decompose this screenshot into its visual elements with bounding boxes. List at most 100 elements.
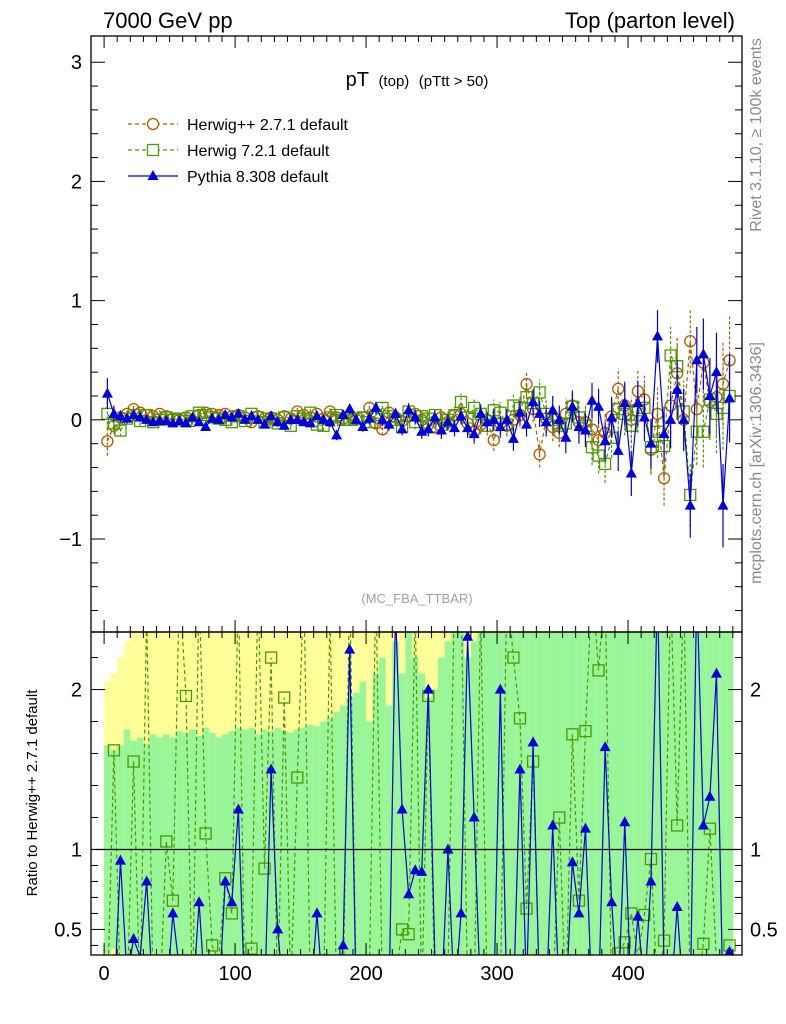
band-inner-bin: [641, 632, 649, 955]
band-inner-bin: [451, 632, 459, 955]
band-inner-bin: [601, 632, 609, 955]
ratio-point: [245, 942, 258, 955]
band-inner-bin: [261, 729, 269, 955]
data-point: [213, 413, 225, 424]
data-point: [632, 397, 644, 408]
data-point: [475, 407, 487, 418]
ratio-point: [697, 937, 710, 950]
main-series-layer: [101, 308, 736, 548]
triangle-marker-icon: [147, 170, 159, 180]
data-point: [180, 417, 192, 428]
band-inner-bin: [366, 721, 374, 955]
data-point: [114, 424, 127, 437]
ratio-point: [395, 923, 409, 936]
ratio-point: [199, 827, 212, 840]
data-point: [494, 420, 506, 431]
legend-label-pythia: Pythia 8.308 default: [187, 169, 329, 186]
legend-label-herwigpp: Herwig++ 2.7.1 default: [187, 117, 349, 134]
ratio-point: [311, 907, 323, 918]
band-inner-bin: [628, 632, 635, 955]
ratio-line-herwig7: [108, 632, 731, 955]
data-point: [422, 423, 434, 434]
ratio-tick-label-left: 1: [71, 839, 82, 861]
band-inner-bin: [392, 641, 400, 955]
data-point: [363, 412, 375, 423]
data-point: [390, 407, 402, 418]
data-point: [664, 349, 677, 362]
axis-ticks: 0 100 200 300 400 3 2 1 0 −1 2 2 1 1 0.5 0.5: [54, 36, 778, 985]
ratio-point: [514, 763, 526, 774]
band-inner-bin: [556, 632, 563, 955]
data-point: [579, 424, 591, 435]
data-point: [206, 412, 218, 423]
band-inner-bin: [280, 731, 288, 955]
band-inner-bin: [477, 632, 485, 955]
data-point: [454, 395, 468, 409]
legend-entry-pythia: Pythia 8.308 default: [128, 169, 329, 186]
data-point: [599, 435, 611, 446]
band-inner-bin: [405, 632, 413, 955]
data-point: [697, 348, 709, 359]
data-point: [521, 418, 533, 429]
data-point: [540, 416, 552, 427]
band-inner-bin: [287, 732, 295, 955]
ratio-tick-label-right: 1: [750, 839, 761, 861]
band-inner-bin: [352, 692, 360, 955]
data-point: [658, 428, 670, 439]
band-inner-bin: [248, 727, 256, 955]
band-inner-bin: [542, 632, 550, 955]
ratio-point: [513, 712, 527, 725]
data-point: [403, 404, 415, 415]
ratio-point: [402, 928, 415, 941]
band-inner-bin: [333, 711, 341, 955]
data-point: [507, 432, 519, 443]
data-point: [291, 413, 303, 424]
data-point: [324, 416, 336, 427]
data-point: [344, 403, 356, 414]
data-point: [265, 410, 277, 421]
ratio-uncertainty-band: [104, 632, 734, 955]
data-point: [252, 413, 264, 424]
band-inner-bin: [621, 632, 629, 955]
ratio-point: [179, 689, 193, 703]
ratio-point: [219, 875, 231, 886]
ratio-point: [128, 933, 140, 944]
band-inner-bin: [359, 681, 367, 955]
data-point: [520, 377, 533, 391]
band-inner-bin: [490, 632, 498, 955]
data-point: [690, 425, 703, 438]
analysis-label: (MC_FBA_TTBAR): [361, 591, 472, 606]
band-inner-bin: [497, 632, 505, 955]
data-point: [448, 422, 460, 433]
ratio-point: [520, 902, 533, 915]
data-point: [671, 384, 683, 395]
data-point: [239, 413, 251, 424]
ratio-point: [416, 865, 428, 876]
band-inner-bin: [182, 732, 190, 955]
band-inner-bin: [254, 734, 262, 955]
data-point: [376, 413, 388, 424]
band-inner-bin: [438, 657, 446, 955]
y-tick-label: 1: [71, 291, 82, 313]
data-point: [232, 407, 244, 418]
ratio-point: [619, 816, 631, 827]
data-point: [684, 499, 696, 510]
ratio-point: [409, 864, 421, 875]
x-tick-label: 0: [99, 963, 110, 985]
band-inner-bin: [647, 632, 655, 955]
data-point: [488, 413, 500, 424]
data-point: [350, 413, 362, 424]
band-inner-bin: [686, 632, 694, 955]
ratio-point: [527, 736, 539, 747]
ratio-point: [566, 856, 578, 867]
ratio-point: [278, 691, 291, 704]
ratio-point: [462, 632, 474, 641]
y-tick-label: 3: [71, 52, 82, 74]
band-inner-bin: [169, 737, 177, 955]
data-point: [573, 420, 585, 431]
ratio-point: [566, 728, 579, 741]
data-point: [468, 428, 480, 439]
data-point: [560, 431, 572, 442]
band-inner-bin: [267, 731, 275, 955]
